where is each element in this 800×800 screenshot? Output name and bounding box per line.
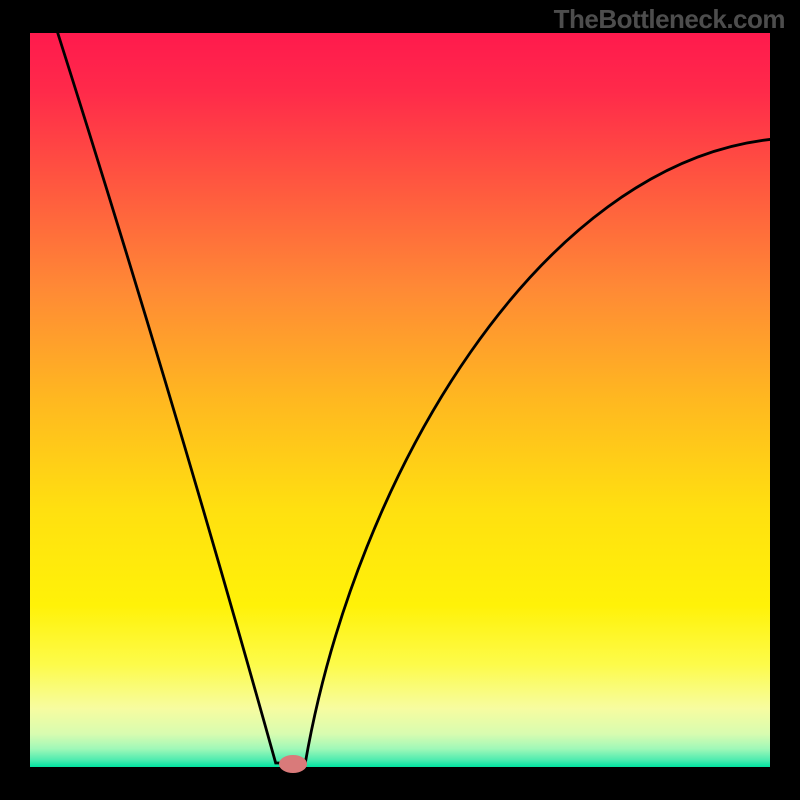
bottleneck-curve — [58, 33, 770, 763]
curve-svg — [0, 0, 800, 800]
chart-container: TheBottleneck.com — [0, 0, 800, 800]
watermark-text: TheBottleneck.com — [554, 4, 785, 35]
